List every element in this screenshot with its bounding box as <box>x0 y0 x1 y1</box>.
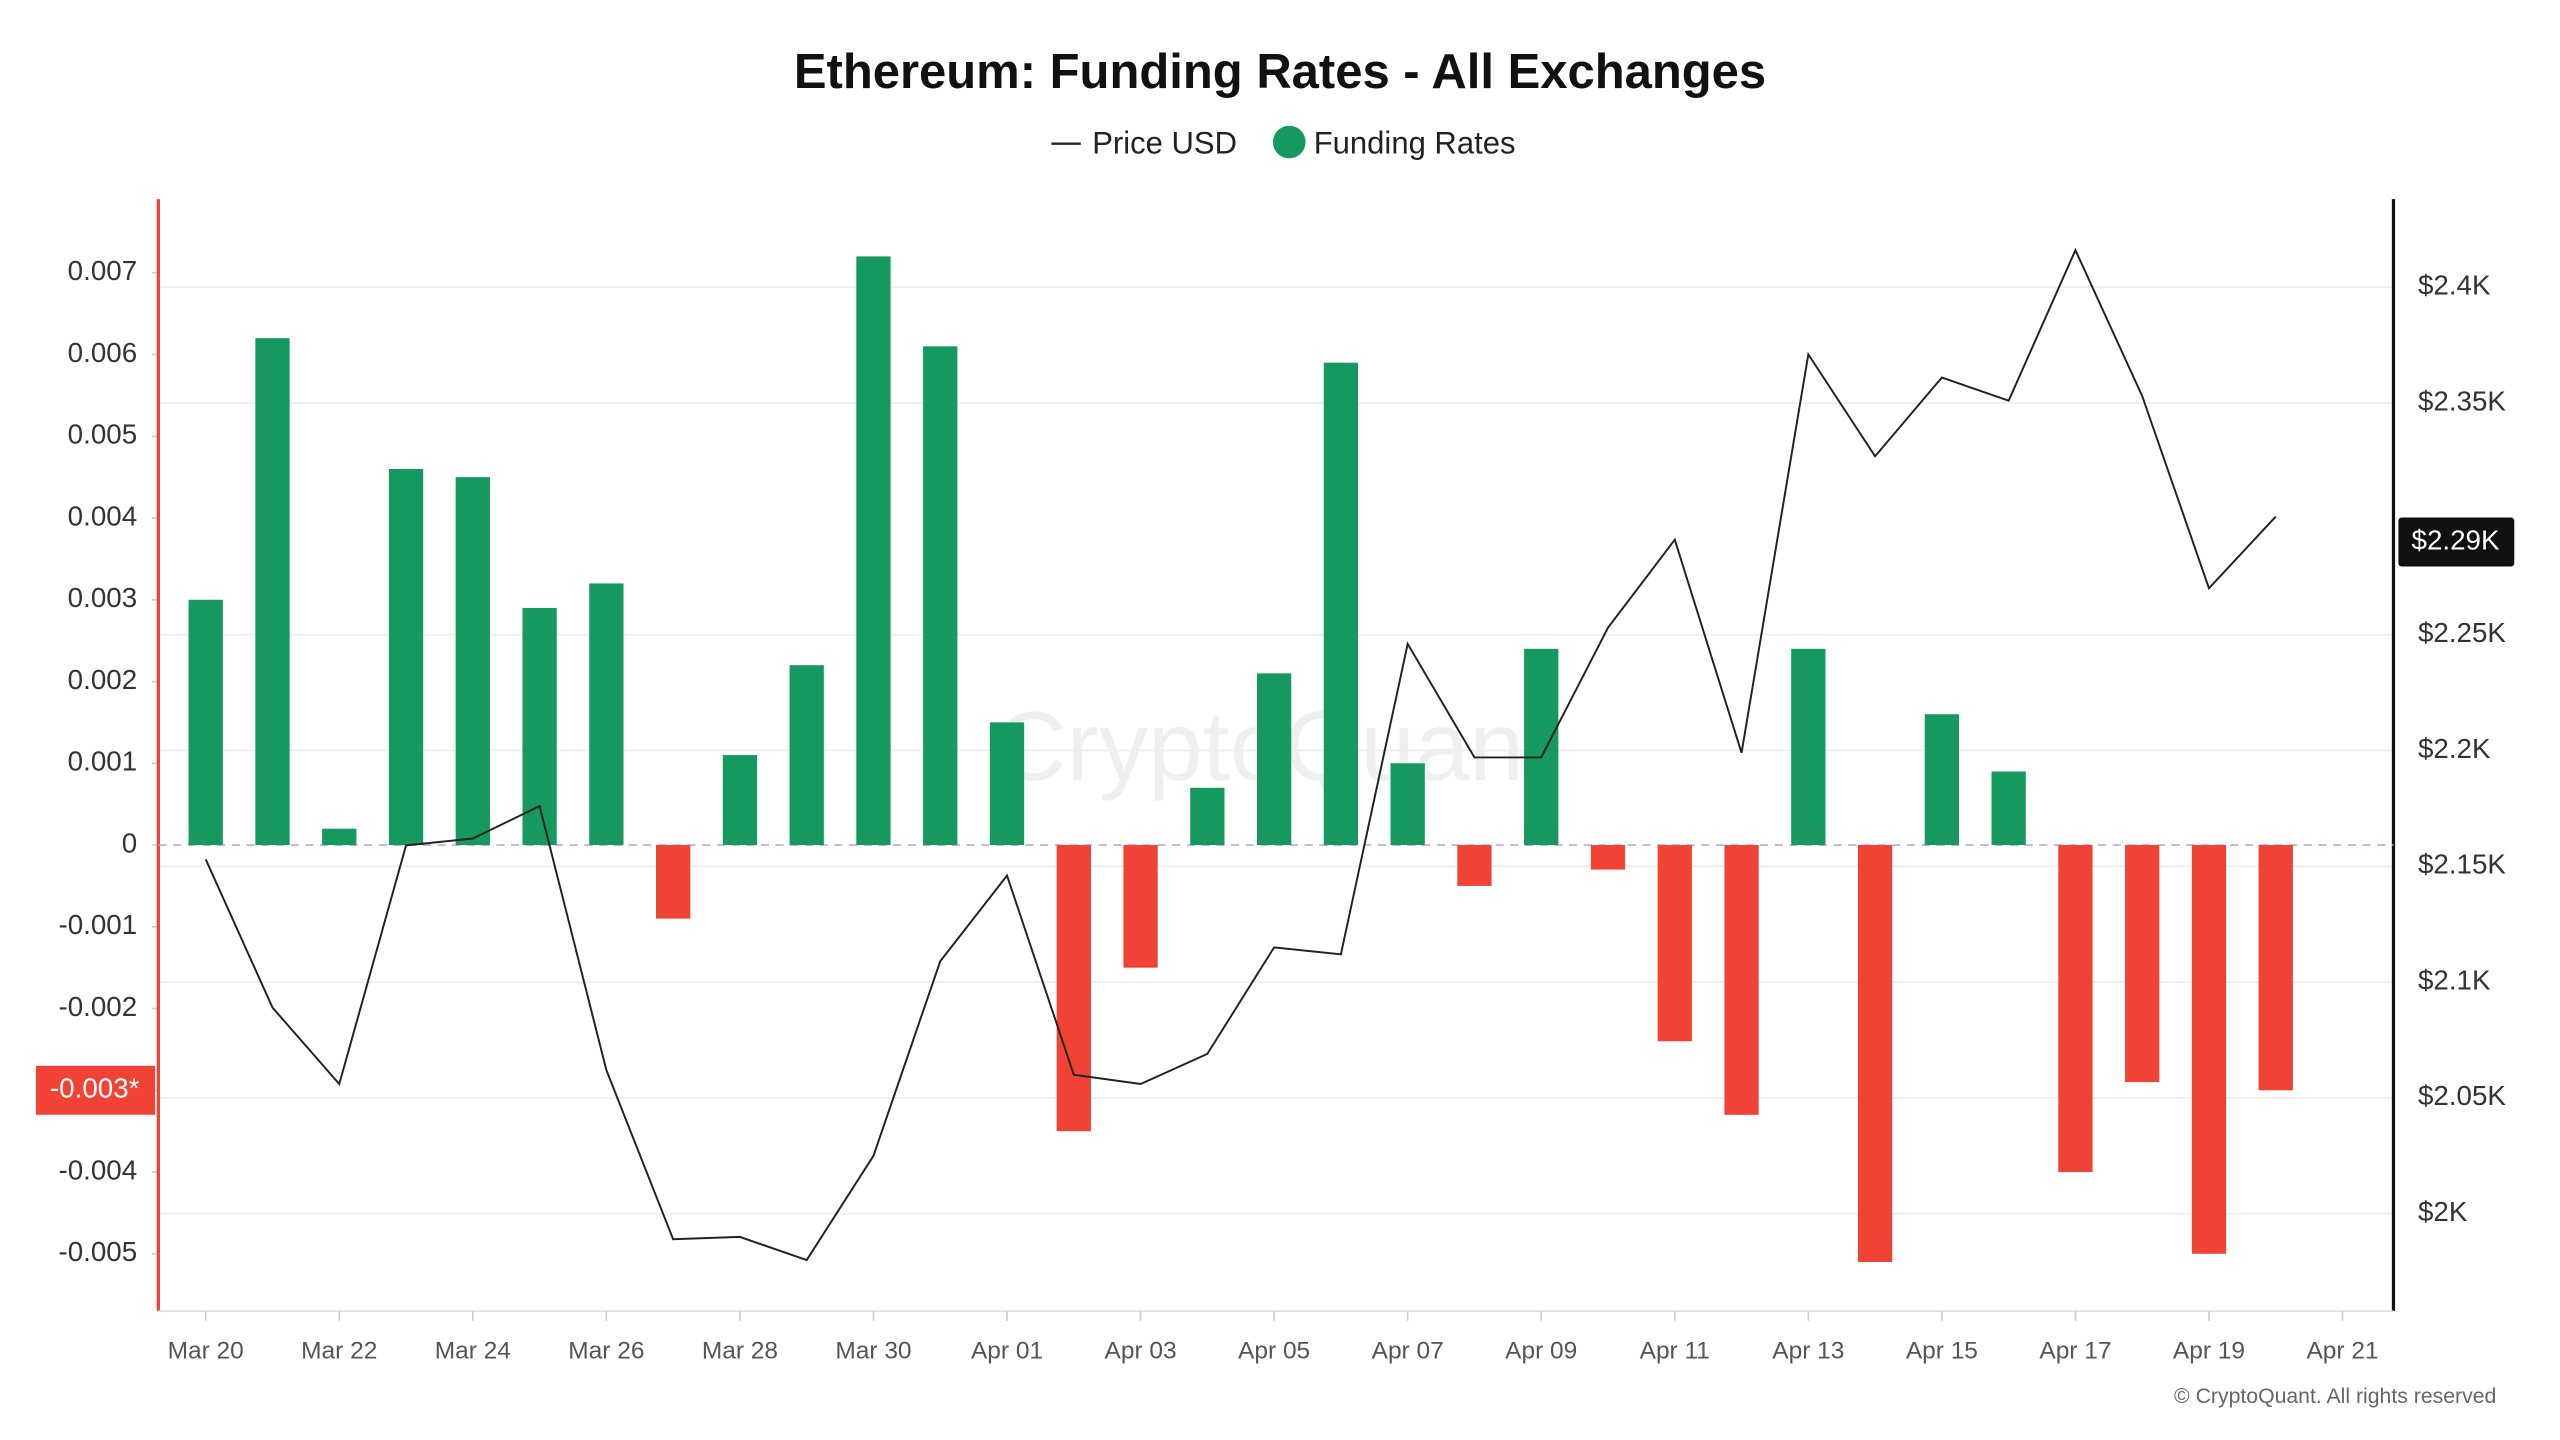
y2-tick-label: $2.05K <box>2418 1080 2506 1111</box>
x-tick-label: Apr 09 <box>1505 1337 1577 1364</box>
y-tick-label: 0.001 <box>68 746 137 777</box>
bar <box>455 477 490 846</box>
x-tick-label: Mar 20 <box>168 1337 244 1364</box>
copyright: © CryptoQuant. All rights reserved <box>2174 1385 2496 1408</box>
bar <box>1791 648 1826 846</box>
bar <box>1256 673 1292 846</box>
bar <box>1390 763 1425 846</box>
bar <box>856 256 891 846</box>
chart-title: Ethereum: Funding Rates - All Exchanges <box>794 45 1766 99</box>
y2-tick-label: $2.2K <box>2418 733 2491 764</box>
bar <box>1056 845 1091 1132</box>
bar <box>1524 648 1559 846</box>
bar <box>923 346 958 846</box>
bar <box>722 755 758 846</box>
x-tick-label: Apr 21 <box>2306 1337 2378 1364</box>
bar <box>789 665 824 846</box>
x-tick-label: Apr 03 <box>1105 1337 1177 1364</box>
bar <box>2058 845 2093 1173</box>
bar <box>1991 771 2026 846</box>
legend-swatch <box>1272 125 1306 159</box>
y2-tick-label: $2.1K <box>2418 964 2491 995</box>
y-tick-label: -0.005 <box>58 1236 137 1267</box>
x-tick-label: Apr 11 <box>1640 1337 1710 1364</box>
x-tick-label: Mar 24 <box>435 1337 511 1364</box>
x-tick-label: Apr 01 <box>971 1337 1043 1364</box>
x-tick-label: Mar 22 <box>301 1337 377 1364</box>
last-value-text: -0.003* <box>50 1073 140 1104</box>
last-price-text: $2.29K <box>2412 524 2500 555</box>
bar <box>1924 714 1960 846</box>
bar <box>255 338 290 846</box>
bar <box>2191 845 2227 1254</box>
y-tick-label: 0.002 <box>68 664 137 695</box>
y2-tick-label: $2.4K <box>2418 270 2491 301</box>
y-tick-label: -0.002 <box>58 991 137 1022</box>
legend: Price USD Funding Rates <box>1051 125 1515 160</box>
x-tick-label: Apr 15 <box>1906 1337 1978 1364</box>
x-tick-label: Apr 13 <box>1772 1337 1844 1364</box>
bar <box>2125 845 2160 1083</box>
last-price-badge <box>2398 517 2515 567</box>
bar <box>1323 362 1359 846</box>
price-line <box>204 247 2277 1262</box>
bar <box>1724 845 1759 1115</box>
bar <box>2258 845 2293 1091</box>
x-tick-label: Apr 17 <box>2039 1337 2111 1364</box>
legend-label: Funding Rates <box>1314 125 1516 160</box>
x-tick-label: Apr 07 <box>1372 1337 1444 1364</box>
x-tick-label: Mar 26 <box>568 1337 644 1364</box>
y2-tick-label: $2K <box>2418 1196 2468 1227</box>
y-tick-label: 0.003 <box>68 582 137 613</box>
y-tick-label: 0.004 <box>68 500 137 531</box>
bar <box>589 583 624 846</box>
y-tick-label: 0 <box>122 827 137 858</box>
x-tick-label: Apr 05 <box>1238 1337 1310 1364</box>
y-tick-label: 0.007 <box>68 255 137 286</box>
bar <box>656 845 691 919</box>
y2-tick-label: $2.35K <box>2418 385 2506 416</box>
legend-label: Price USD <box>1092 125 1237 160</box>
bar <box>1457 845 1492 886</box>
bar <box>1123 845 1158 968</box>
x-tick-label: Apr 19 <box>2173 1337 2245 1364</box>
y-tick-label: 0.006 <box>68 337 137 368</box>
y-tick-label: -0.001 <box>58 909 137 940</box>
x-tick-label: Mar 28 <box>702 1337 778 1364</box>
bar <box>388 468 424 846</box>
bar <box>1657 845 1692 1042</box>
bar <box>188 599 223 846</box>
bar <box>1590 845 1626 870</box>
y2-tick-label: $2.25K <box>2418 617 2506 648</box>
bar <box>322 828 357 846</box>
bar <box>1857 845 1893 1262</box>
bar <box>989 722 1025 846</box>
y-tick-label: -0.004 <box>58 1154 137 1185</box>
y-tick-label: 0.005 <box>68 419 137 450</box>
last-value-badge <box>35 1065 156 1115</box>
x-tick-label: Mar 30 <box>835 1337 911 1364</box>
bar <box>1190 787 1225 846</box>
y2-tick-label: $2.15K <box>2418 849 2506 880</box>
